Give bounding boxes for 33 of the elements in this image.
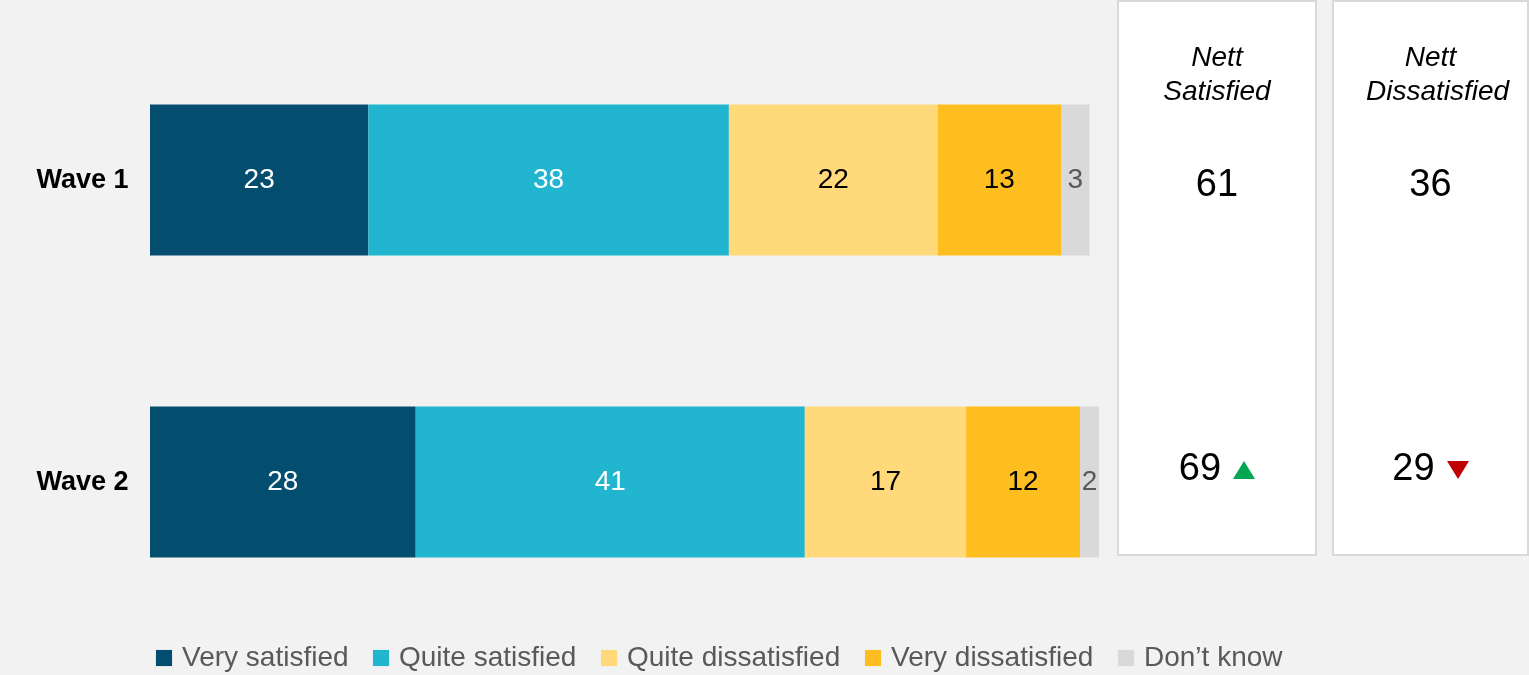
data-label: 28 <box>267 465 299 496</box>
data-label: 3 <box>1067 163 1084 194</box>
bar <box>728 104 938 256</box>
text: 29 <box>1392 446 1435 488</box>
legend-label: Very dissatisfied <box>891 641 1094 672</box>
bar <box>150 406 416 558</box>
bar <box>150 104 369 256</box>
data-label: 41 <box>594 465 626 496</box>
bar <box>804 406 967 558</box>
text: 36 <box>1409 162 1452 204</box>
data-label: 38 <box>533 163 565 194</box>
data-label: 23 <box>243 163 275 194</box>
data-label: 13 <box>983 163 1015 194</box>
bar <box>415 406 805 558</box>
bar <box>966 406 1081 558</box>
data-label: 12 <box>1007 465 1039 496</box>
text: Nett Satisfied <box>1162 40 1273 108</box>
text: 61 <box>1195 162 1239 204</box>
bar <box>1080 406 1099 558</box>
bar <box>1061 104 1090 256</box>
legend-label: Quite satisfied <box>399 641 577 672</box>
bar <box>368 104 729 256</box>
y-tick-label: Wave 2 <box>36 466 129 496</box>
legend-label: Quite dissatisfied <box>627 641 841 672</box>
text: Nett Dissatisfied <box>1365 40 1511 108</box>
y-tick-label: Wave 1 <box>36 164 129 194</box>
bar <box>937 104 1062 256</box>
data-label: 22 <box>817 163 849 194</box>
legend-label: Don’t know <box>1144 641 1284 672</box>
text: 69 <box>1178 446 1222 488</box>
legend-label: Very satisfied <box>182 641 349 672</box>
data-label: 17 <box>869 465 902 496</box>
data-label: 2 <box>1081 465 1098 496</box>
